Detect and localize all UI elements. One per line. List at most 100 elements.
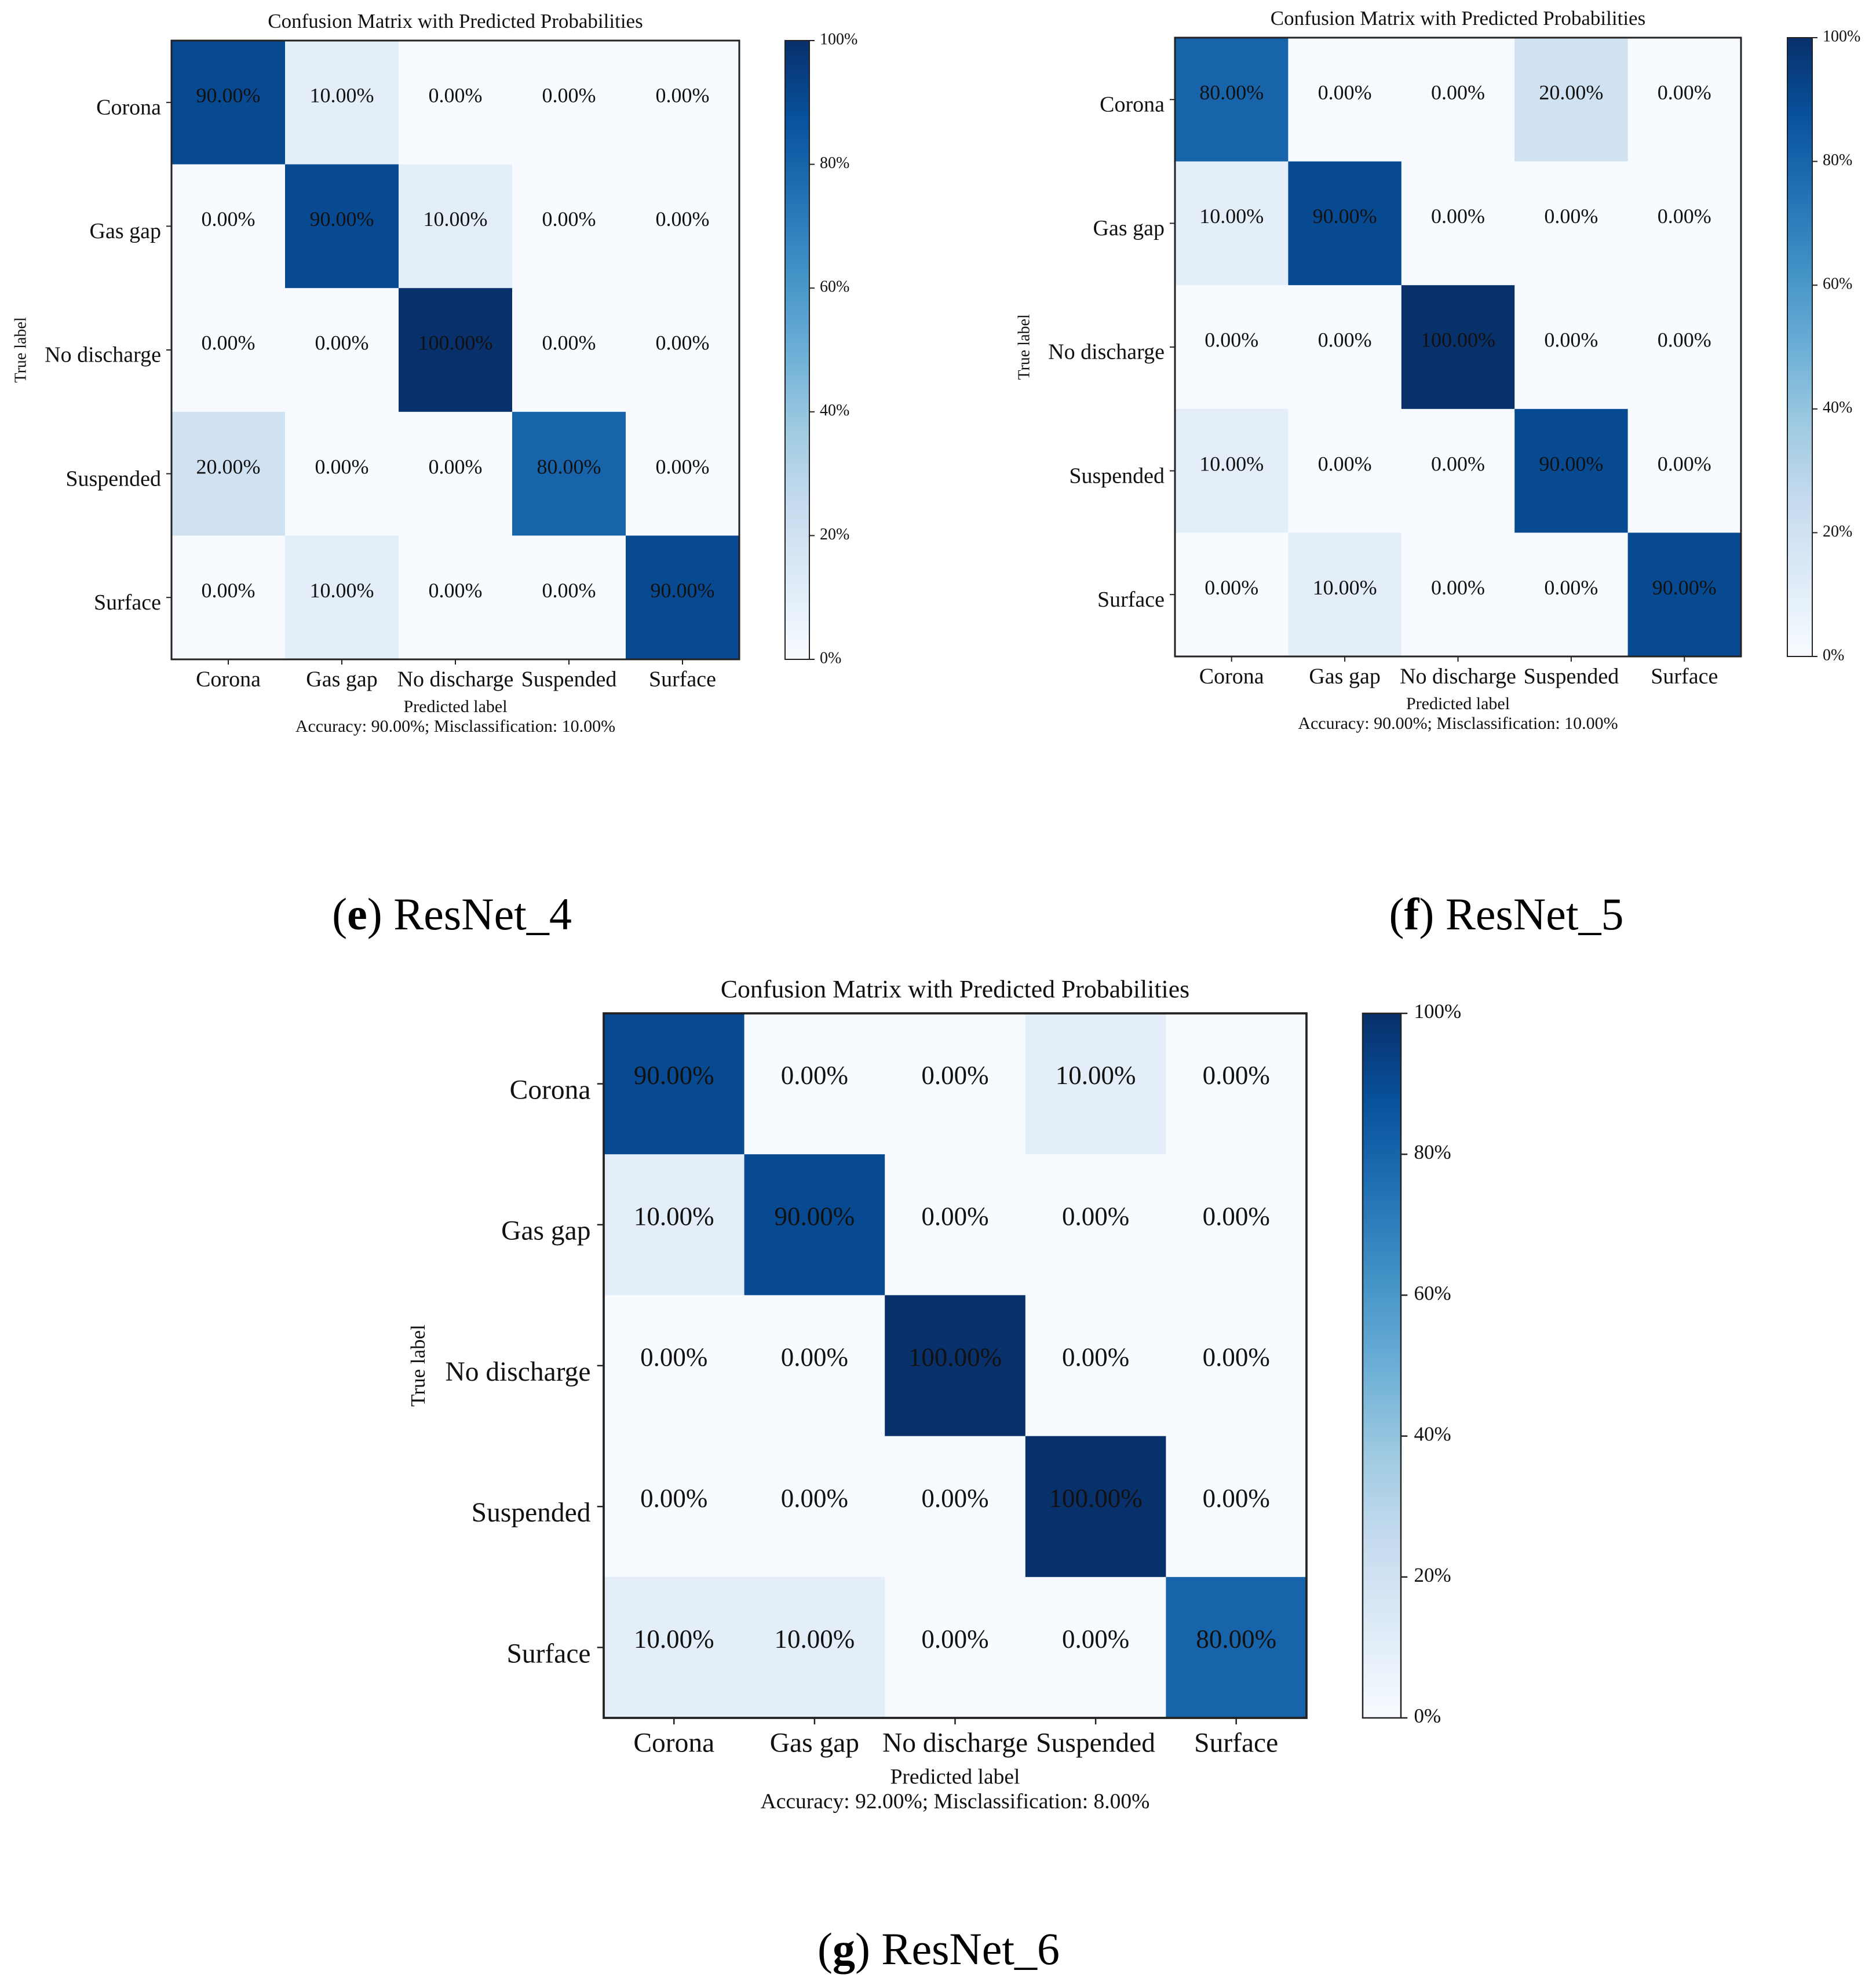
- heatmap-cell: [399, 288, 513, 413]
- heatmap-cell: [171, 41, 286, 165]
- cell-value-label: 80.00%: [1199, 81, 1264, 104]
- accuracy-note: Accuracy: 90.00%; Misclassification: 10.…: [295, 717, 615, 736]
- heatmap-cell: [1401, 532, 1515, 657]
- colorbar-tick-label: 100%: [1823, 27, 1860, 45]
- cell-value-label: 0.00%: [1203, 1484, 1270, 1513]
- caption-paren-close: ): [855, 1924, 870, 1974]
- cell-value-label: 0.00%: [656, 207, 710, 231]
- heatmap-cell: [399, 535, 513, 660]
- cell-value-label: 0.00%: [1658, 329, 1711, 352]
- y-tick-label: Suspended: [472, 1498, 591, 1528]
- cell-value-label: 0.00%: [1658, 452, 1711, 475]
- heatmap-cell: [171, 535, 286, 660]
- y-tick-label: No discharge: [1048, 340, 1165, 364]
- cell-value-label: 0.00%: [921, 1484, 988, 1513]
- heatmap-cell: [1627, 38, 1742, 162]
- colorbar-tick-label: 80%: [1823, 151, 1852, 169]
- cell-value-label: 0.00%: [1544, 205, 1598, 228]
- heatmap-cell: [1627, 408, 1742, 533]
- chart-title: Confusion Matrix with Predicted Probabil…: [1271, 7, 1645, 30]
- colorbar-tick-label: 40%: [820, 402, 849, 419]
- caption-model-name: ResNet_4: [382, 889, 572, 939]
- cell-value-label: 10.00%: [1199, 205, 1264, 228]
- y-tick-label: No discharge: [45, 343, 161, 367]
- cell-value-label: 0.00%: [315, 455, 369, 478]
- colorbar-tick-label: 20%: [1823, 523, 1852, 541]
- heatmap-cell: [1025, 1577, 1166, 1718]
- heatmap-cell: [744, 1295, 885, 1437]
- heatmap-cell: [1175, 161, 1289, 286]
- cell-value-label: 10.00%: [1056, 1061, 1136, 1090]
- heatmap-cell: [285, 535, 399, 660]
- cell-value-label: 10.00%: [1313, 576, 1377, 599]
- cell-value-label: 0.00%: [202, 207, 256, 231]
- heatmap-cell: [512, 411, 626, 536]
- cell-value-label: 0.00%: [1658, 205, 1711, 228]
- heatmap-cell: [285, 288, 399, 413]
- heatmap-cell: [171, 411, 286, 536]
- colorbar: [1362, 1012, 1402, 1719]
- cell-value-label: 0.00%: [1062, 1625, 1129, 1654]
- x-tick-label: No discharge: [1400, 665, 1516, 689]
- cell-value-label: 90.00%: [310, 207, 374, 231]
- heatmap-cell: [626, 535, 740, 660]
- cell-value-label: 0.00%: [640, 1343, 707, 1372]
- cell-value-label: 0.00%: [1062, 1202, 1129, 1231]
- caption-paren-open: (: [332, 889, 347, 939]
- cell-value-label: 90.00%: [1652, 576, 1717, 599]
- colorbar-tick-label: 60%: [820, 278, 849, 296]
- cell-value-label: 10.00%: [424, 207, 488, 231]
- heatmap-cell: [1288, 532, 1402, 657]
- cell-value-label: 0.00%: [542, 331, 596, 355]
- heatmap-cell: [1166, 1295, 1307, 1437]
- y-tick-label: Gas gap: [90, 219, 161, 243]
- cell-value-label: 10.00%: [1199, 452, 1264, 475]
- cell-value-label: 0.00%: [1205, 329, 1258, 352]
- cell-value-label: 0.00%: [315, 331, 369, 355]
- heatmap-cell: [512, 41, 626, 165]
- confusion-matrix-resnet-5: 80.00% 0.00% 0.00% 20.00% 0.00% 10.00% 90.00% 0…: [1015, 7, 1860, 939]
- heatmap-cell: [171, 164, 286, 289]
- y-tick-label: Corona: [1100, 93, 1165, 117]
- cell-value-label: 0.00%: [921, 1625, 988, 1654]
- heatmap-cell: [399, 164, 513, 289]
- heatmap-cell: [1288, 161, 1402, 286]
- heatmap-cell: [1401, 285, 1515, 410]
- heatmap-cell: [1514, 161, 1629, 286]
- caption-paren-close: ): [1419, 889, 1434, 939]
- cell-value-label: 0.00%: [1658, 81, 1711, 104]
- figure-caption: (g) ResNet_6: [817, 1924, 1060, 1974]
- heatmap-cell: [604, 1154, 745, 1296]
- cell-value-label: 100.00%: [908, 1343, 1002, 1372]
- cell-value-label: 20.00%: [1539, 81, 1603, 104]
- x-tick-label: Suspended: [1524, 665, 1619, 689]
- cell-value-label: 0.00%: [656, 455, 710, 478]
- colorbar-tick-label: 60%: [1823, 275, 1852, 293]
- heatmap-cell: [604, 1013, 745, 1155]
- colorbar-tick-label: 100%: [820, 30, 857, 48]
- caption-model-name: ResNet_6: [870, 1924, 1060, 1974]
- heatmap-cell: [626, 411, 740, 536]
- heatmap-cell: [399, 41, 513, 165]
- x-tick-label: Gas gap: [770, 1728, 859, 1758]
- cell-value-label: 0.00%: [202, 331, 256, 355]
- heatmap-cell: [1401, 408, 1515, 533]
- colorbar-tick-label: 0%: [1823, 646, 1844, 664]
- cell-value-label: 90.00%: [1313, 205, 1377, 228]
- x-tick-label: Surface: [649, 667, 716, 692]
- cell-value-label: 0.00%: [1431, 81, 1485, 104]
- x-tick-label: Surface: [1194, 1728, 1278, 1758]
- heatmap-cell: [885, 1436, 1026, 1578]
- colorbar-tick-label: 0%: [820, 649, 841, 667]
- heatmap-cell: [885, 1577, 1026, 1718]
- heatmap-cell: [1514, 532, 1629, 657]
- accuracy-note: Accuracy: 90.00%; Misclassification: 10.…: [1298, 714, 1618, 733]
- chart-title: Confusion Matrix with Predicted Probabil…: [268, 10, 643, 32]
- y-tick-label: Surface: [506, 1639, 590, 1669]
- y-tick-label: Gas gap: [1093, 216, 1165, 240]
- heatmap-cell: [885, 1295, 1026, 1437]
- cell-value-label: 90.00%: [1539, 452, 1603, 475]
- heatmap-cell: [399, 411, 513, 536]
- cell-value-label: 10.00%: [310, 579, 374, 602]
- confusion-matrix-resnet-4: 90.00% 10.00% 0.00% 0.00% 0.00% 0.00% 90.00% 10…: [12, 10, 857, 939]
